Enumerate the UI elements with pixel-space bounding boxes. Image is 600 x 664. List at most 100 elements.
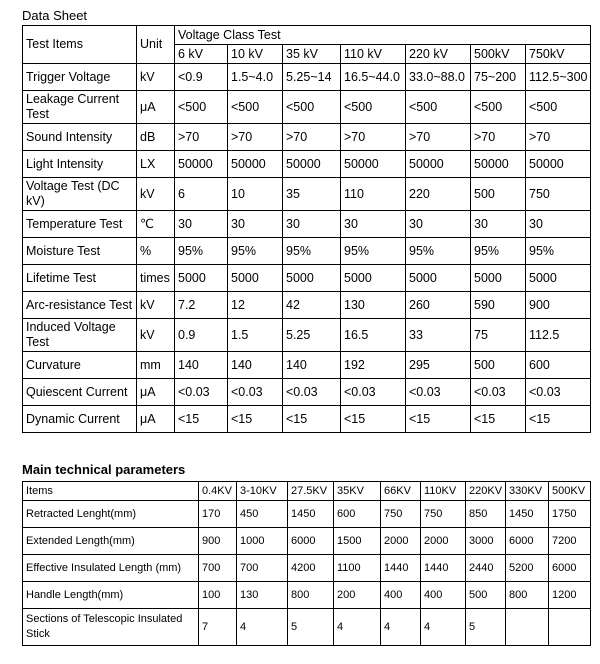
table-cell: 1.5~4.0 bbox=[227, 63, 283, 91]
table-cell: <15 bbox=[282, 405, 341, 433]
header-cell: 27.5KV bbox=[287, 481, 334, 501]
table-cell: 50000 bbox=[405, 150, 471, 178]
table-cell: 10 bbox=[227, 177, 283, 211]
header-cell: 6 kV bbox=[174, 44, 228, 64]
table-cell: <0.03 bbox=[227, 378, 283, 406]
table-cell: 16.5~44.0 bbox=[340, 63, 406, 91]
table-cell: 5 bbox=[465, 608, 506, 646]
table-cell: 30 bbox=[405, 210, 471, 238]
table-row: Sound Intensity dB >70 >70 >70 >70 >70 >70 >70 bbox=[22, 123, 592, 151]
table-cell: 1000 bbox=[236, 527, 288, 555]
table-cell: 450 bbox=[236, 500, 288, 528]
table-cell: <0.9 bbox=[174, 63, 228, 91]
table-cell: 500 bbox=[470, 351, 526, 379]
table-cell: 400 bbox=[420, 581, 466, 609]
table-row: Retracted Lenght(mm) 170 450 1450 600 750 750 8… bbox=[22, 500, 591, 528]
header-cell: 0.4KV bbox=[198, 481, 237, 501]
header-cell: 220 kV bbox=[405, 44, 471, 64]
table-cell: LX bbox=[136, 150, 175, 178]
table-cell: Lifetime Test bbox=[22, 264, 137, 292]
table-cell: 5000 bbox=[174, 264, 228, 292]
table-cell: <0.03 bbox=[524, 378, 592, 406]
table-cell: <500 bbox=[174, 90, 228, 124]
table-cell: Sections of Telescopic Insulated Stick bbox=[22, 608, 199, 646]
table-cell: 5000 bbox=[340, 264, 406, 292]
table-cell: 400 bbox=[380, 581, 421, 609]
table-cell: 4 bbox=[380, 608, 421, 646]
table-cell: 500 bbox=[470, 177, 526, 211]
table-cell: 30 bbox=[282, 210, 341, 238]
table-cell: Quiescent Current bbox=[22, 378, 137, 406]
table-cell: μA bbox=[136, 378, 175, 406]
table-cell: <0.03 bbox=[340, 378, 406, 406]
section-title: Main technical parameters bbox=[22, 462, 186, 477]
table-cell: 6000 bbox=[505, 527, 549, 555]
table-cell: <15 bbox=[227, 405, 283, 433]
table-cell: 5000 bbox=[470, 264, 526, 292]
table-cell: 1450 bbox=[287, 500, 334, 528]
table-cell: 700 bbox=[236, 554, 288, 582]
table-cell: 5.25 bbox=[282, 318, 341, 352]
table-cell: 140 bbox=[282, 351, 341, 379]
table-cell: 5.25~14 bbox=[282, 63, 341, 91]
title: Data Sheet bbox=[22, 8, 88, 23]
table-cell: 750 bbox=[524, 177, 592, 211]
table-cell: 100 bbox=[198, 581, 237, 609]
table-row: Handle Length(mm) 100 130 800 200 400 400 500 80… bbox=[22, 581, 591, 609]
table-cell: 295 bbox=[405, 351, 471, 379]
header-cell: 35 kV bbox=[282, 44, 341, 64]
table-cell: kV bbox=[136, 291, 175, 319]
table-cell: 5000 bbox=[227, 264, 283, 292]
table-cell: <0.03 bbox=[405, 378, 471, 406]
table-cell bbox=[505, 608, 549, 646]
table-cell: 192 bbox=[340, 351, 406, 379]
table-row: Moisture Test% 95% 95% 95% 95% 95% 95% 95% bbox=[22, 237, 592, 265]
table-row: Extended Length(mm) 900 1000 6000 1500 2000 20… bbox=[22, 527, 591, 555]
table-cell: 260 bbox=[405, 291, 471, 319]
table-cell: 50000 bbox=[282, 150, 341, 178]
header-cell: Items bbox=[22, 481, 199, 501]
table-cell: 4 bbox=[236, 608, 288, 646]
table-cell: Temperature Test bbox=[22, 210, 137, 238]
table-cell: 7 bbox=[198, 608, 237, 646]
table-cell: 800 bbox=[505, 581, 549, 609]
table-row: Effective Insulated Length (mm) 700 700 420… bbox=[22, 554, 591, 582]
table-cell: Handle Length(mm) bbox=[22, 581, 199, 609]
table-row: Light Intensity LX 50000 50000 50000 50000 500… bbox=[22, 150, 592, 178]
table-cell: 4 bbox=[333, 608, 381, 646]
table-cell: <500 bbox=[340, 90, 406, 124]
table-cell: 112.5 bbox=[524, 318, 592, 352]
table-cell: 6000 bbox=[548, 554, 591, 582]
header-cell: 750kV bbox=[524, 44, 592, 64]
table-row: Induced Voltage Test kV 0.9 1.5 5.25 16.5 33 75… bbox=[22, 318, 592, 352]
table-cell: 50000 bbox=[470, 150, 526, 178]
table-cell: 6 bbox=[174, 177, 228, 211]
table-cell: <15 bbox=[174, 405, 228, 433]
table-cell: 4200 bbox=[287, 554, 334, 582]
table-cell: 1750 bbox=[548, 500, 591, 528]
table-row: Arc-resistance Test kV 7.2 12 42 130 260 590 900 bbox=[22, 291, 592, 319]
table-cell: 200 bbox=[333, 581, 381, 609]
table-cell: 95% bbox=[470, 237, 526, 265]
table-cell: 130 bbox=[236, 581, 288, 609]
table-cell: 95% bbox=[524, 237, 592, 265]
table-cell: 75 bbox=[470, 318, 526, 352]
table-cell: 95% bbox=[405, 237, 471, 265]
table-cell: 750 bbox=[380, 500, 421, 528]
table-cell: 6000 bbox=[287, 527, 334, 555]
table-cell: 590 bbox=[470, 291, 526, 319]
table-cell: 16.5 bbox=[340, 318, 406, 352]
table-cell: 3000 bbox=[465, 527, 506, 555]
table-cell: >70 bbox=[227, 123, 283, 151]
table-cell: <500 bbox=[282, 90, 341, 124]
table-cell: 95% bbox=[174, 237, 228, 265]
table-cell: <0.03 bbox=[470, 378, 526, 406]
table-cell: <500 bbox=[227, 90, 283, 124]
table-cell: 30 bbox=[340, 210, 406, 238]
table-cell: 112.5~300 bbox=[524, 63, 592, 91]
table-cell: 2000 bbox=[380, 527, 421, 555]
table-cell: 140 bbox=[174, 351, 228, 379]
table-cell: 1200 bbox=[548, 581, 591, 609]
table-cell: 4 bbox=[420, 608, 466, 646]
